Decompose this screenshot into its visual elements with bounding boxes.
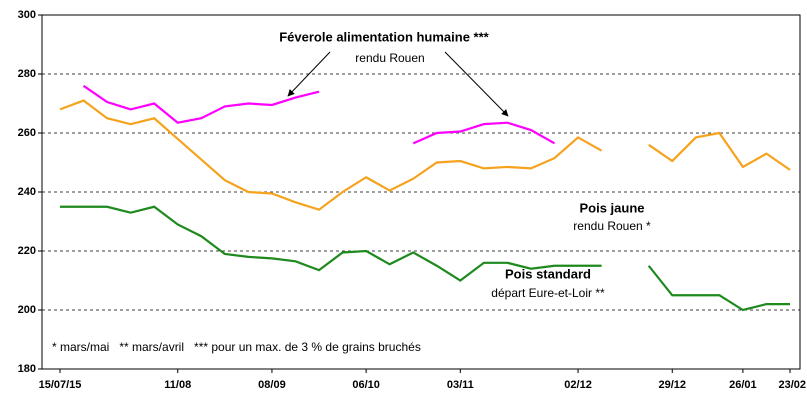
- x-tick-label: 02/12: [564, 379, 592, 391]
- y-tick-label: 280: [18, 68, 36, 80]
- y-tick-label: 200: [18, 304, 36, 316]
- y-tick-label: 240: [18, 186, 36, 198]
- annotation: * mars/mai ** mars/avril *** pour un max…: [52, 340, 421, 354]
- x-tick-label: 15/07/15: [39, 379, 82, 391]
- y-tick-label: 260: [18, 127, 36, 139]
- annotation: rendu Rouen: [355, 51, 424, 65]
- x-tick-label: 03/11: [447, 379, 474, 391]
- series-label: Féverole alimentation humaine ***: [279, 29, 489, 44]
- x-tick-label: 08/09: [258, 379, 286, 391]
- annotation: rendu Rouen *: [573, 219, 651, 233]
- y-tick-label: 180: [18, 363, 36, 375]
- series-line: [82, 84, 556, 145]
- arrow: [444, 51, 509, 117]
- plot-frame: [41, 14, 801, 370]
- x-tick-label: 23/02: [778, 379, 806, 391]
- series-label: Pois standard: [505, 266, 591, 281]
- series-line: [60, 205, 790, 312]
- x-tick-label: 06/10: [352, 379, 380, 391]
- annotation: départ Eure-et-Loir **: [491, 286, 605, 300]
- x-tick-label: 26/01: [729, 379, 757, 391]
- x-tick-label: 29/12: [658, 379, 686, 391]
- y-tick-label: 220: [18, 245, 36, 257]
- x-tick-label: 11/08: [164, 379, 191, 391]
- series-line: [59, 99, 791, 211]
- series-label: Pois jaune: [579, 200, 644, 215]
- y-tick-label: 300: [18, 9, 36, 21]
